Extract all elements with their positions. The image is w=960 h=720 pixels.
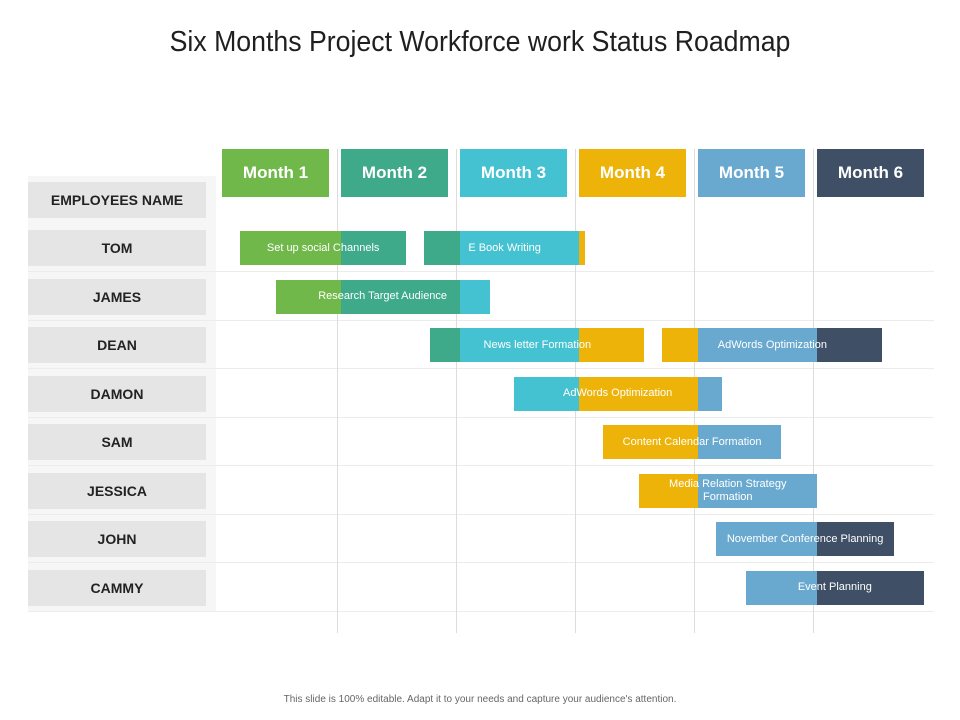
task-bar: AdWords Optimization [662, 328, 883, 362]
task-bar-segment [340, 231, 407, 265]
grid-row [28, 466, 934, 515]
task-bar-segment [430, 328, 460, 362]
grid-row [28, 320, 934, 369]
grid-divider [813, 149, 814, 633]
footer-note: This slide is 100% editable. Adapt it to… [283, 694, 677, 705]
task-label: Media Relation Strategy Formation [669, 477, 787, 503]
grid-row [28, 417, 934, 466]
task-bar-segment [579, 328, 645, 362]
task-bar: News letter Formation [430, 328, 645, 362]
task-bar-segment [424, 231, 460, 265]
grid-row [28, 369, 934, 418]
task-label: November Conference Planning [726, 532, 884, 545]
month-header-5: Month 5 [698, 149, 805, 197]
employees-name-header: EMPLOYEES NAME [28, 182, 206, 218]
task-bar-segment [275, 279, 341, 314]
task-bar-segment [816, 522, 895, 556]
employee-name-sam: SAM [28, 424, 206, 460]
task-bar: Research Target Audience [275, 279, 490, 314]
task-bar-segment [239, 231, 341, 265]
task-bar: Event Planning [745, 570, 925, 605]
task-label: AdWords Optimization [717, 338, 827, 351]
task-label: Set up social Channels [266, 241, 380, 254]
task-bar: November Conference Planning [715, 522, 895, 556]
task-bar-segment [340, 279, 460, 314]
task-bar-segment [816, 328, 883, 362]
task-label: Content Calendar Formation [622, 435, 762, 448]
task-bar-segment [816, 570, 925, 605]
task-bar-segment [662, 328, 698, 362]
task-label: E Book Writing [468, 241, 541, 254]
month-header-2: Month 2 [341, 149, 448, 197]
task-bar-segment [745, 570, 817, 605]
employee-name-jessica: JESSICA [28, 472, 206, 509]
month-header-6: Month 6 [817, 149, 924, 197]
task-bar-segment [460, 328, 579, 362]
task-bar: Set up social Channels [239, 231, 407, 265]
task-label: News letter Formation [483, 338, 592, 351]
task-bar-segment [513, 376, 579, 411]
employee-name-john: JOHN [28, 521, 206, 557]
month-header-1: Month 1 [222, 149, 329, 197]
grid-divider [456, 149, 457, 633]
grid-row [28, 514, 934, 563]
task-bar: AdWords Optimization [513, 376, 722, 411]
task-bar-segment [638, 473, 698, 508]
grid-row [28, 223, 934, 272]
task-label: Research Target Audience [318, 290, 448, 302]
employee-name-cammy: CAMMY [28, 569, 206, 606]
task-label: AdWords Optimization [563, 387, 673, 399]
task-bar-segment [459, 231, 579, 265]
task-bar-segment [697, 376, 722, 411]
task-bar-segment [697, 328, 817, 362]
employee-name-tom: TOM [28, 230, 206, 266]
grid-row [28, 272, 934, 321]
employee-name-dean: DEAN [28, 327, 206, 363]
grid-row [28, 563, 934, 612]
page-title: Six Months Project Workforce work Status… [169, 26, 791, 58]
month-header-4: Month 4 [579, 149, 686, 197]
task-bar-segment [715, 522, 817, 556]
task-bar: Media Relation Strategy Formation [638, 473, 817, 508]
task-bar: Content Calendar Formation [602, 425, 782, 459]
task-label: Event Planning [797, 581, 872, 593]
task-bar-segment [578, 231, 585, 265]
task-bar: E Book Writing [424, 231, 585, 265]
employee-name-damon: DAMON [28, 375, 206, 412]
task-bar-segment [578, 376, 698, 411]
task-bar-segment [697, 425, 782, 459]
grid-divider [337, 149, 338, 633]
employee-name-james: JAMES [28, 278, 206, 315]
task-bar-segment [602, 425, 698, 459]
task-bar-segment [698, 473, 817, 508]
task-bar-segment [459, 279, 490, 314]
month-header-3: Month 3 [460, 149, 567, 197]
